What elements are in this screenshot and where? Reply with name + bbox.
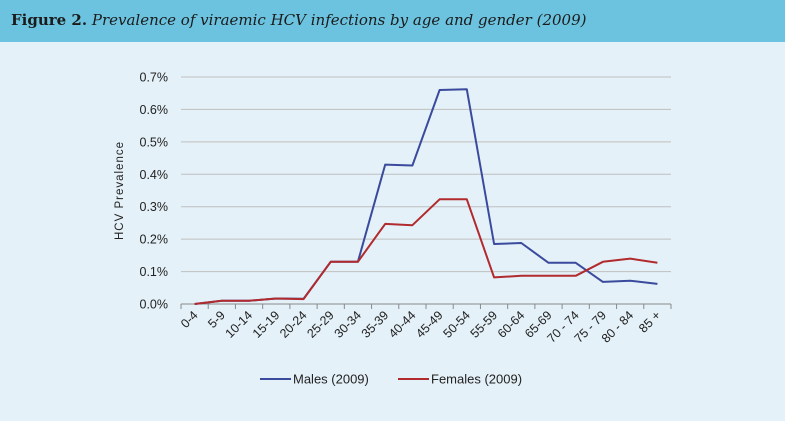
x-tick-label: 40-44 (386, 308, 419, 341)
y-tick-label: 0.4% (140, 168, 169, 182)
y-tick-label: 0.1% (140, 265, 169, 279)
legend: Males (2009) Females (2009) (260, 372, 522, 387)
x-tick-label: 0-4 (178, 308, 201, 331)
x-tick-label: 55-59 (468, 308, 501, 341)
y-tick-labels: 0.0% 0.1% 0.2% 0.3% 0.4% 0.5% 0.6% 0.7% (140, 71, 169, 312)
y-tick-label: 0.7% (140, 71, 169, 85)
legend-label: Males (2009) (293, 372, 369, 387)
x-tick-label: 45-49 (413, 308, 446, 341)
figure-title: Prevalence of viraemic HCV infections by… (91, 11, 587, 29)
x-tick-label: 85 + (636, 308, 663, 335)
x-tick-label: 25-29 (304, 308, 337, 341)
legend-label: Females (2009) (431, 372, 522, 387)
x-tick-label: 15-19 (250, 308, 283, 341)
y-tick-label: 0.2% (140, 233, 169, 247)
x-tick-label: 35-39 (359, 308, 392, 341)
x-tick-label: 10-14 (223, 308, 256, 341)
y-tick-label: 0.5% (140, 135, 169, 149)
x-tick-label: 30-34 (332, 308, 365, 341)
x-tick-label: 50-54 (440, 308, 473, 341)
y-tick-label: 0.6% (140, 103, 169, 117)
x-tick-label: 60-64 (495, 308, 528, 341)
gridlines (181, 76, 671, 273)
y-tick-label: 0.0% (140, 298, 169, 312)
y-axis-label: HCV Prevalence (114, 141, 126, 240)
x-tick-label: 20-24 (277, 308, 310, 341)
x-axis: 0-4 5-910-1415-1920-2425-2930-3435-3940-4… (178, 303, 672, 346)
series-line (194, 198, 658, 305)
y-tick-label: 0.3% (140, 200, 169, 214)
figure-caption: Figure 2. Prevalence of viraemic HCV inf… (11, 11, 586, 29)
x-tick-label: 5-9 (205, 308, 228, 331)
series-lines (194, 88, 658, 305)
figure-header: Figure 2. Prevalence of viraemic HCV inf… (0, 0, 785, 42)
figure-label: Figure 2. (11, 11, 88, 29)
